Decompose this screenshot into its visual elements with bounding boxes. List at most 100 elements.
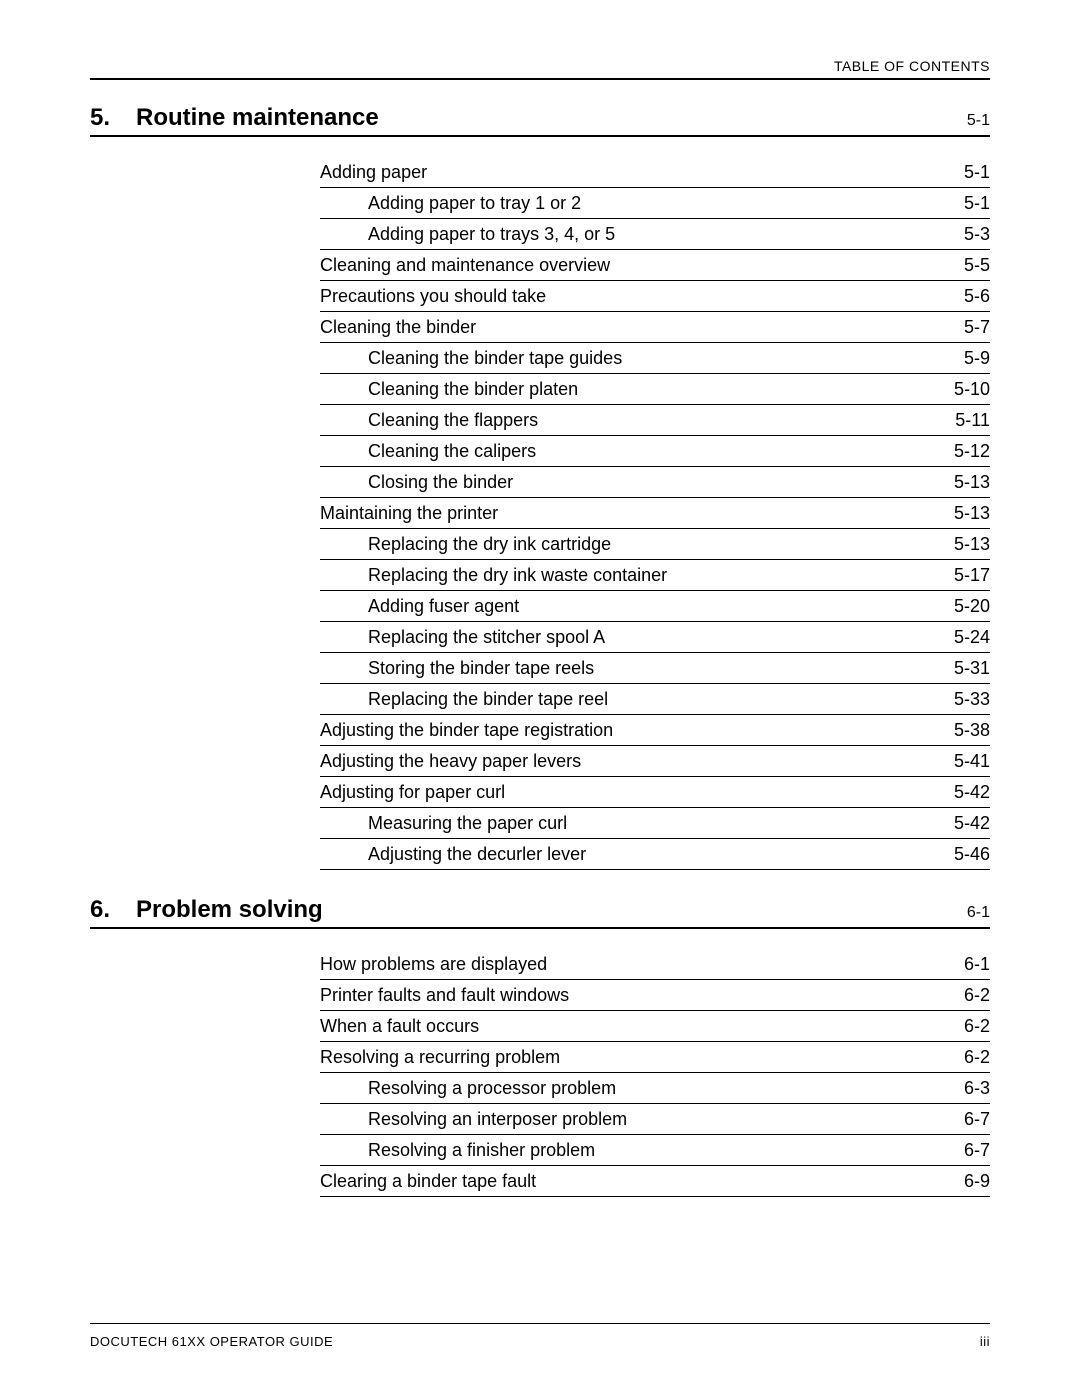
toc-entry: Adjusting the decurler lever5-46: [320, 839, 990, 870]
toc-entry-page: 6-9: [952, 1171, 990, 1192]
toc-entry: Adding paper to tray 1 or 25-1: [320, 188, 990, 219]
toc-entry-title: Clearing a binder tape fault: [320, 1171, 952, 1192]
toc-entry: Resolving a processor problem6-3: [320, 1073, 990, 1104]
toc-entry: Cleaning the binder platen5-10: [320, 374, 990, 405]
toc-entry-page: 5-41: [942, 751, 990, 772]
entries-group: How problems are displayed6-1Printer fau…: [320, 949, 990, 1197]
toc-entry-page: 5-42: [942, 813, 990, 834]
toc-entry-title: Measuring the paper curl: [368, 813, 942, 834]
toc-entry-page: 6-7: [952, 1109, 990, 1130]
header-rule: [90, 78, 990, 80]
footer-left: DOCUTECH 61XX OPERATOR GUIDE: [90, 1334, 333, 1349]
header-label: TABLE OF CONTENTS: [90, 58, 990, 74]
toc-entry-title: Adjusting the decurler lever: [368, 844, 942, 865]
footer-rule: [90, 1323, 990, 1324]
toc-content: 5.Routine maintenance5-1Adding paper5-1A…: [90, 104, 990, 1197]
toc-entry-page: 5-7: [952, 317, 990, 338]
toc-entry-page: 6-1: [952, 954, 990, 975]
chapter-title: Routine maintenance: [136, 104, 967, 132]
toc-entry: Adjusting the heavy paper levers5-41: [320, 746, 990, 777]
toc-entry-title: Adjusting the heavy paper levers: [320, 751, 942, 772]
toc-entry-page: 5-6: [952, 286, 990, 307]
toc-entry-title: Replacing the binder tape reel: [368, 689, 942, 710]
toc-entry-title: Maintaining the printer: [320, 503, 942, 524]
toc-entry-title: Resolving a processor problem: [368, 1078, 952, 1099]
footer-right: iii: [980, 1334, 990, 1349]
toc-entry-title: Adjusting the binder tape registration: [320, 720, 942, 741]
toc-entry: Adjusting the binder tape registration5-…: [320, 715, 990, 746]
toc-entry-page: 5-3: [952, 224, 990, 245]
toc-entry-title: Adding fuser agent: [368, 596, 942, 617]
toc-entry-title: Cleaning the binder tape guides: [368, 348, 952, 369]
toc-entry: Replacing the dry ink cartridge5-13: [320, 529, 990, 560]
page-footer: DOCUTECH 61XX OPERATOR GUIDE iii: [90, 1323, 990, 1349]
toc-entry-page: 5-9: [952, 348, 990, 369]
toc-entry: How problems are displayed6-1: [320, 949, 990, 980]
toc-entry: Adding paper5-1: [320, 157, 990, 188]
toc-entry-title: Replacing the stitcher spool A: [368, 627, 942, 648]
toc-entry-title: Printer faults and fault windows: [320, 985, 952, 1006]
toc-entry-title: Resolving a recurring problem: [320, 1047, 952, 1068]
toc-entry-page: 5-13: [942, 472, 990, 493]
toc-entry-page: 5-46: [942, 844, 990, 865]
toc-entry-page: 6-2: [952, 1047, 990, 1068]
toc-entry-page: 5-24: [942, 627, 990, 648]
toc-entry-page: 5-42: [942, 782, 990, 803]
toc-entry-page: 5-33: [942, 689, 990, 710]
toc-entry-page: 5-1: [952, 193, 990, 214]
toc-entry: Precautions you should take5-6: [320, 281, 990, 312]
toc-entry-title: Cleaning the binder: [320, 317, 952, 338]
toc-entry-page: 6-3: [952, 1078, 990, 1099]
toc-entry-page: 6-2: [952, 985, 990, 1006]
toc-entry-title: When a fault occurs: [320, 1016, 952, 1037]
toc-entry: Adding fuser agent5-20: [320, 591, 990, 622]
toc-entry: Replacing the stitcher spool A5-24: [320, 622, 990, 653]
toc-entry-page: 5-13: [942, 503, 990, 524]
toc-entry: Cleaning and maintenance overview5-5: [320, 250, 990, 281]
chapter-page: 5-1: [967, 112, 990, 130]
toc-entry: Adding paper to trays 3, 4, or 55-3: [320, 219, 990, 250]
toc-entry: Adjusting for paper curl5-42: [320, 777, 990, 808]
chapter-title: Problem solving: [136, 896, 967, 924]
chapter-row: 5.Routine maintenance5-1: [90, 104, 990, 137]
toc-entry-title: Storing the binder tape reels: [368, 658, 942, 679]
toc-entry-title: How problems are displayed: [320, 954, 952, 975]
toc-entry-title: Replacing the dry ink waste container: [368, 565, 942, 586]
toc-entry: Closing the binder5-13: [320, 467, 990, 498]
toc-entry-title: Precautions you should take: [320, 286, 952, 307]
toc-entry-title: Resolving a finisher problem: [368, 1140, 952, 1161]
toc-entry: Maintaining the printer5-13: [320, 498, 990, 529]
chapter-number: 5.: [90, 104, 136, 132]
toc-entry-page: 5-17: [942, 565, 990, 586]
toc-entry: Measuring the paper curl5-42: [320, 808, 990, 839]
entries-group: Adding paper5-1Adding paper to tray 1 or…: [320, 157, 990, 870]
toc-entry-title: Adjusting for paper curl: [320, 782, 942, 803]
toc-entry: Replacing the binder tape reel5-33: [320, 684, 990, 715]
toc-entry: Resolving a recurring problem6-2: [320, 1042, 990, 1073]
toc-entry: Cleaning the calipers5-12: [320, 436, 990, 467]
toc-entry: Cleaning the flappers5-11: [320, 405, 990, 436]
toc-entry-page: 5-1: [952, 162, 990, 183]
toc-entry-page: 5-31: [942, 658, 990, 679]
chapter-page: 6-1: [967, 904, 990, 922]
toc-entry-title: Cleaning the binder platen: [368, 379, 942, 400]
toc-entry-title: Cleaning the flappers: [368, 410, 943, 431]
toc-entry-title: Adding paper: [320, 162, 952, 183]
toc-entry-title: Adding paper to tray 1 or 2: [368, 193, 952, 214]
toc-entry-page: 5-10: [942, 379, 990, 400]
toc-entry: Storing the binder tape reels5-31: [320, 653, 990, 684]
toc-entry-page: 6-2: [952, 1016, 990, 1037]
toc-entry-page: 5-38: [942, 720, 990, 741]
toc-entry-title: Closing the binder: [368, 472, 942, 493]
toc-entry-page: 5-13: [942, 534, 990, 555]
toc-entry: Clearing a binder tape fault6-9: [320, 1166, 990, 1197]
toc-entry: Resolving an interposer problem6-7: [320, 1104, 990, 1135]
toc-entry-title: Cleaning and maintenance overview: [320, 255, 952, 276]
toc-entry: Replacing the dry ink waste container5-1…: [320, 560, 990, 591]
toc-entry: Resolving a finisher problem6-7: [320, 1135, 990, 1166]
toc-entry-page: 6-7: [952, 1140, 990, 1161]
toc-entry-title: Replacing the dry ink cartridge: [368, 534, 942, 555]
toc-entry: When a fault occurs6-2: [320, 1011, 990, 1042]
toc-entry: Cleaning the binder5-7: [320, 312, 990, 343]
chapter-number: 6.: [90, 896, 136, 924]
